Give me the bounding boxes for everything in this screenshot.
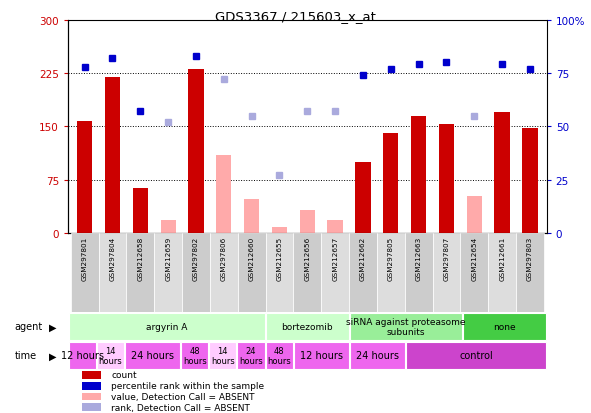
Bar <box>405 233 433 312</box>
Bar <box>439 125 454 233</box>
Bar <box>294 342 349 369</box>
Bar <box>126 233 154 312</box>
Bar <box>77 121 92 233</box>
Bar <box>383 134 398 233</box>
Bar <box>355 162 371 233</box>
Text: 24
hours: 24 hours <box>239 346 263 365</box>
Text: siRNA against proteasome
subunits: siRNA against proteasome subunits <box>346 317 466 336</box>
Bar <box>322 233 349 312</box>
Text: GSM297807: GSM297807 <box>443 236 450 280</box>
Text: 12 hours: 12 hours <box>300 351 343 361</box>
Bar <box>82 393 102 401</box>
Text: rank, Detection Call = ABSENT: rank, Detection Call = ABSENT <box>111 403 250 412</box>
Bar <box>293 233 322 312</box>
Bar <box>463 313 546 340</box>
Text: GSM212657: GSM212657 <box>332 236 338 280</box>
Text: GSM212661: GSM212661 <box>499 236 505 280</box>
Text: argyrin A: argyrin A <box>146 322 187 331</box>
Text: 48
hours: 48 hours <box>183 346 207 365</box>
Bar <box>154 233 182 312</box>
Bar <box>182 233 210 312</box>
Bar <box>488 233 516 312</box>
Text: GSM297802: GSM297802 <box>193 236 199 280</box>
Bar <box>265 233 293 312</box>
Text: GSM297806: GSM297806 <box>221 236 227 280</box>
Text: GDS3367 / 215603_x_at: GDS3367 / 215603_x_at <box>215 10 376 23</box>
Bar <box>433 233 460 312</box>
Text: GSM297803: GSM297803 <box>527 236 533 280</box>
Text: GSM212656: GSM212656 <box>304 236 310 280</box>
Bar <box>350 313 462 340</box>
Bar <box>132 189 148 233</box>
Bar <box>327 221 343 233</box>
Bar <box>516 233 544 312</box>
Text: control: control <box>459 351 493 361</box>
Bar <box>272 228 287 233</box>
Bar <box>82 382 102 389</box>
Text: percentile rank within the sample: percentile rank within the sample <box>111 381 264 390</box>
Text: ▶: ▶ <box>50 351 57 361</box>
Bar <box>161 221 176 233</box>
Text: agent: agent <box>15 322 43 332</box>
Bar <box>216 155 232 233</box>
Bar <box>238 233 265 312</box>
Text: ▶: ▶ <box>50 322 57 332</box>
Bar <box>99 233 126 312</box>
Text: 24 hours: 24 hours <box>131 351 174 361</box>
Bar <box>460 233 488 312</box>
Bar <box>69 342 96 369</box>
Text: GSM297805: GSM297805 <box>388 236 394 280</box>
Text: GSM212662: GSM212662 <box>360 236 366 280</box>
Text: 48
hours: 48 hours <box>267 346 291 365</box>
Bar <box>411 116 426 233</box>
Bar <box>495 113 510 233</box>
Bar <box>377 233 405 312</box>
Text: 12 hours: 12 hours <box>60 351 103 361</box>
Text: GSM212654: GSM212654 <box>471 236 478 280</box>
Bar <box>300 211 315 233</box>
Bar <box>244 199 259 233</box>
Text: GSM297804: GSM297804 <box>109 236 115 280</box>
Text: GSM212655: GSM212655 <box>277 236 282 280</box>
Text: none: none <box>493 322 516 331</box>
Text: bortezomib: bortezomib <box>281 322 333 331</box>
Bar <box>265 313 349 340</box>
Text: time: time <box>15 351 37 361</box>
Bar <box>265 342 293 369</box>
Bar <box>522 128 538 233</box>
Text: GSM212658: GSM212658 <box>137 236 144 280</box>
Bar <box>69 313 265 340</box>
Text: 14
hours: 14 hours <box>98 346 122 365</box>
Text: GSM212659: GSM212659 <box>165 236 171 280</box>
Text: 24 hours: 24 hours <box>356 351 399 361</box>
Text: GSM297801: GSM297801 <box>82 236 87 280</box>
Bar <box>181 342 208 369</box>
Bar <box>350 342 405 369</box>
Bar <box>238 342 265 369</box>
Bar <box>189 70 204 233</box>
Bar <box>71 233 99 312</box>
Text: value, Detection Call = ABSENT: value, Detection Call = ABSENT <box>111 392 255 401</box>
Bar <box>467 197 482 233</box>
Bar <box>349 233 377 312</box>
Bar <box>82 371 102 379</box>
Text: 14
hours: 14 hours <box>211 346 235 365</box>
Bar <box>407 342 546 369</box>
Bar <box>105 77 120 233</box>
Bar <box>209 342 236 369</box>
Bar <box>210 233 238 312</box>
Bar <box>125 342 180 369</box>
Bar <box>97 342 124 369</box>
Bar <box>82 404 102 411</box>
Text: GSM212663: GSM212663 <box>415 236 421 280</box>
Text: GSM212660: GSM212660 <box>249 236 255 280</box>
Text: count: count <box>111 370 137 379</box>
